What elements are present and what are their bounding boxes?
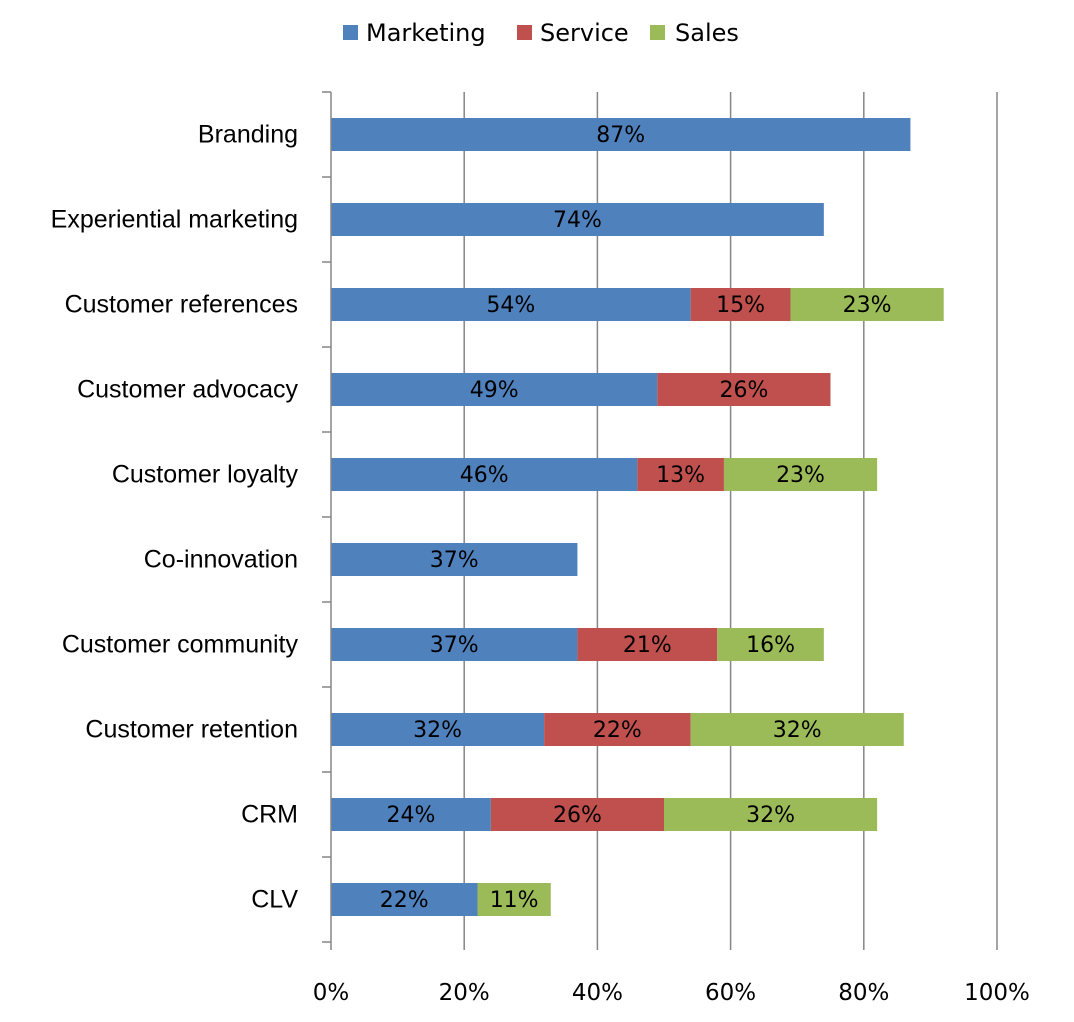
legend: Marketing Service Sales: [343, 19, 739, 47]
bar-service-customer-references: [690, 288, 791, 321]
bar-sales-customer-loyalty: [723, 458, 878, 491]
category-label-customer-community: Customer community: [62, 631, 299, 659]
category-label-branding: Branding: [198, 121, 298, 149]
legend-label-sales: Sales: [675, 19, 739, 47]
data-label-marketing-customer-community: 37%: [430, 633, 479, 658]
data-label-marketing-customer-loyalty: 46%: [460, 463, 509, 488]
bar-sales-customer-references: [790, 288, 944, 321]
bar-marketing-clv: [331, 883, 478, 916]
bar-marketing-customer-advocacy: [331, 373, 658, 406]
data-label-service-customer-loyalty: 13%: [656, 463, 705, 488]
bar-sales-clv: [477, 883, 551, 916]
category-label-customer-retention: Customer retention: [85, 716, 298, 744]
data-label-marketing-clv: 22%: [380, 888, 429, 913]
bar-sales-customer-community: [717, 628, 824, 661]
bar-service-customer-advocacy: [657, 373, 831, 406]
data-label-service-customer-retention: 22%: [593, 718, 642, 743]
data-label-marketing-crm: 24%: [386, 803, 435, 828]
bar-service-customer-community: [577, 628, 718, 661]
data-label-service-crm: 26%: [553, 803, 602, 828]
data-label-sales-customer-loyalty: 23%: [776, 463, 825, 488]
bar-sales-customer-retention: [690, 713, 904, 746]
category-label-co-innovation: Co-innovation: [144, 546, 298, 574]
category-label-customer-references: Customer references: [65, 291, 298, 319]
data-label-marketing-experiential-marketing: 74%: [553, 208, 602, 233]
legend-label-service: Service: [540, 19, 629, 47]
labels: 0% 20% 40% 60% 80% 100% Branding 87% Experientia…: [51, 121, 1030, 1007]
x-tick-label: 60%: [705, 980, 756, 1006]
axes: [322, 91, 998, 950]
legend-swatch-marketing: [343, 25, 358, 40]
data-label-service-customer-community: 21%: [623, 633, 672, 658]
category-label-experiential-marketing: Experiential marketing: [51, 206, 298, 234]
data-label-marketing-customer-advocacy: 49%: [470, 378, 519, 403]
category-label-clv: CLV: [251, 886, 298, 914]
bar-marketing-customer-community: [331, 628, 578, 661]
x-tick-label: 0%: [313, 980, 350, 1006]
bar-service-customer-retention: [544, 713, 691, 746]
x-tick-label: 40%: [572, 980, 623, 1006]
data-label-sales-customer-retention: 32%: [773, 718, 822, 743]
legend-swatch-sales: [650, 25, 665, 40]
data-label-sales-crm: 32%: [746, 803, 795, 828]
data-label-service-customer-advocacy: 26%: [719, 378, 768, 403]
data-label-marketing-customer-retention: 32%: [413, 718, 462, 743]
data-label-marketing-branding: 87%: [596, 123, 645, 148]
bar-sales-crm: [664, 798, 878, 831]
x-tick-label: 100%: [964, 980, 1030, 1006]
category-label-crm: CRM: [241, 801, 298, 829]
bar-service-crm: [490, 798, 664, 831]
data-label-marketing-co-innovation: 37%: [430, 548, 479, 573]
bar-marketing-experiential-marketing: [331, 203, 824, 236]
bar-marketing-customer-retention: [331, 713, 545, 746]
category-label-customer-loyalty: Customer loyalty: [112, 461, 299, 489]
data-label-sales-customer-references: 23%: [843, 293, 892, 318]
data-label-marketing-customer-references: 54%: [486, 293, 535, 318]
legend-swatch-service: [517, 25, 532, 40]
data-label-sales-customer-community: 16%: [746, 633, 795, 658]
bar-marketing-crm: [331, 798, 491, 831]
bar-marketing-co-innovation: [331, 543, 578, 576]
bar-service-customer-loyalty: [637, 458, 724, 491]
legend-label-marketing: Marketing: [366, 19, 486, 47]
x-tick-label: 80%: [838, 980, 889, 1006]
data-label-sales-clv: 11%: [490, 888, 539, 913]
bar-marketing-customer-references: [331, 288, 691, 321]
bar-marketing-customer-loyalty: [331, 458, 638, 491]
bar-marketing-branding: [331, 118, 911, 151]
bars: [331, 118, 944, 916]
data-label-service-customer-references: 15%: [716, 293, 765, 318]
x-tick-label: 20%: [439, 980, 490, 1006]
category-label-customer-advocacy: Customer advocacy: [77, 376, 298, 404]
